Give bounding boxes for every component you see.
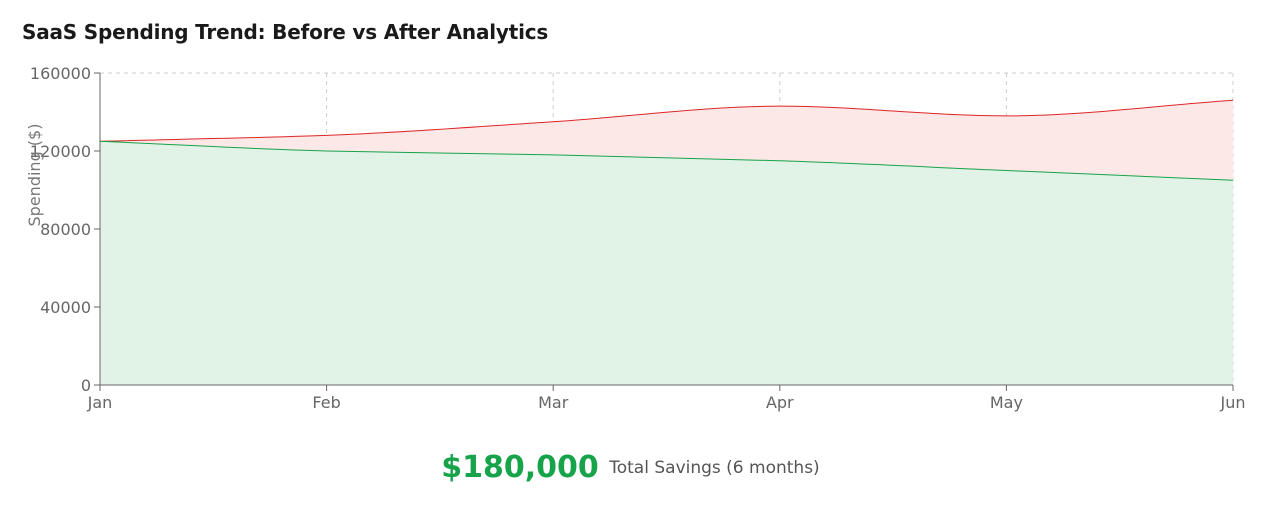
axes bbox=[94, 72, 1234, 391]
y-axis-label: Spending ($) bbox=[25, 124, 44, 227]
x-tick-label: Feb bbox=[312, 393, 340, 412]
tick-labels: 0 40000 80000 120000 160000 Jan Feb Mar Apr May Ju… bbox=[25, 64, 1246, 412]
y-tick-label: 160000 bbox=[30, 64, 91, 83]
chart-title: SaaS Spending Trend: Before vs After Ana… bbox=[22, 20, 549, 44]
x-tick-label: Apr bbox=[766, 393, 794, 412]
x-tick-label: Jan bbox=[87, 393, 113, 412]
total-savings-label: Total Savings (6 months) bbox=[609, 457, 820, 478]
after-spending-area bbox=[100, 141, 1233, 385]
x-tick-label: Mar bbox=[538, 393, 569, 412]
y-tick-label: 40000 bbox=[40, 298, 91, 317]
y-tick-label: 0 bbox=[81, 376, 91, 395]
x-tick-label: May bbox=[990, 393, 1023, 412]
total-savings-value: $180,000 bbox=[441, 450, 599, 485]
areas bbox=[100, 100, 1233, 386]
savings-summary: $180,000 Total Savings (6 months) bbox=[0, 450, 1261, 485]
y-tick-label: 80000 bbox=[40, 220, 91, 239]
before-spending-line bbox=[99, 99, 1234, 142]
lines bbox=[99, 99, 1234, 181]
after-spending-line bbox=[99, 140, 1234, 181]
y-tick-label: 120000 bbox=[30, 142, 91, 161]
x-tick-label: Jun bbox=[1220, 393, 1246, 412]
spending-trend-chart: 0 40000 80000 120000 160000 Jan Feb Mar Apr May Ju… bbox=[25, 64, 1246, 412]
